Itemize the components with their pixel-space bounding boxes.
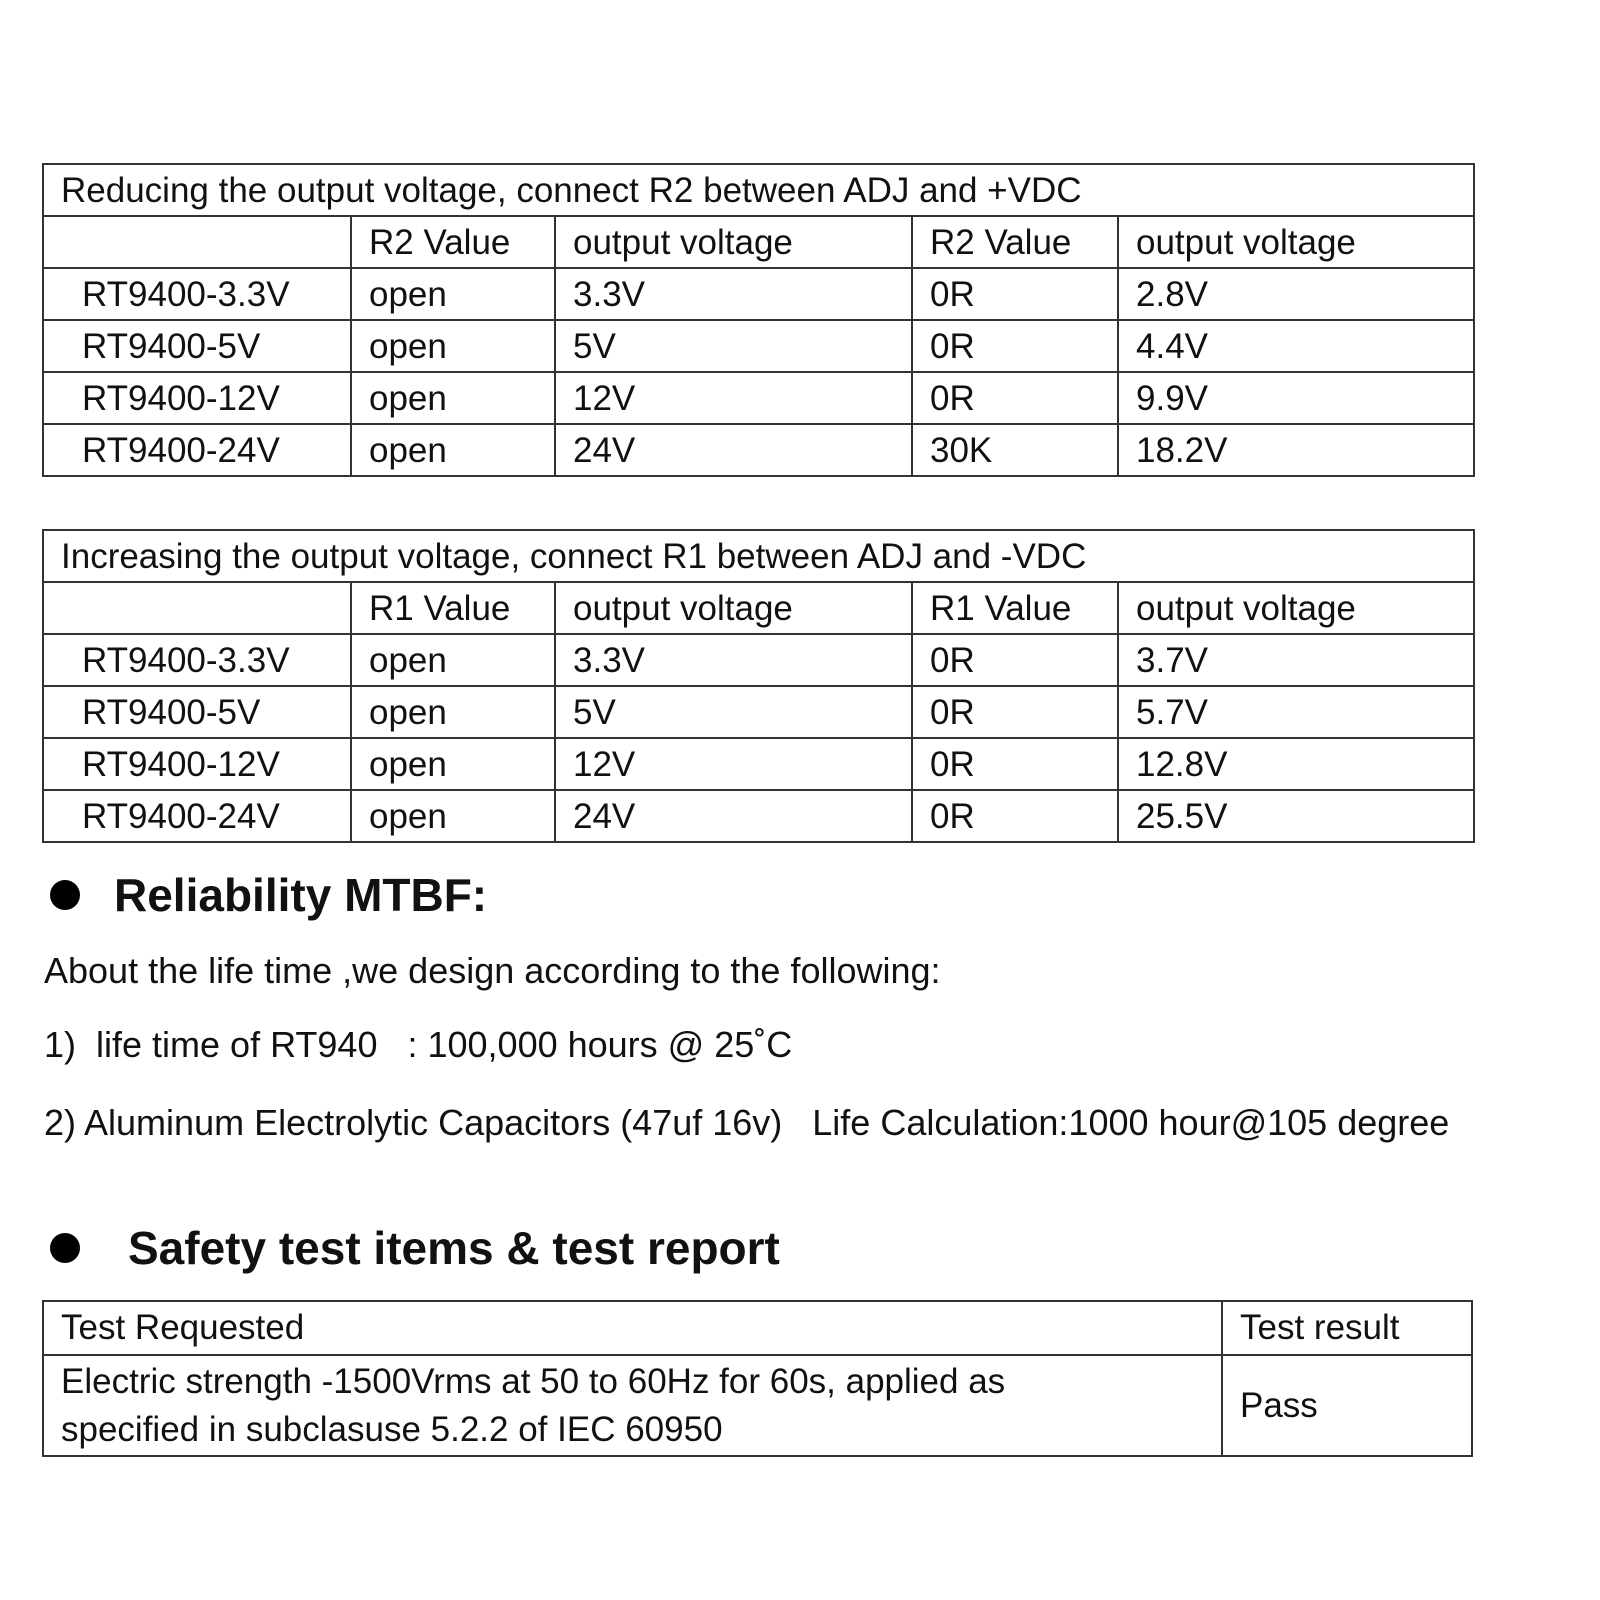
safety-test-table: Test Requested Test result Electric stre…	[42, 1300, 1473, 1457]
test-result: Pass	[1221, 1354, 1473, 1457]
table-header-row: R2 Value output voltage R2 Value output vol…	[42, 215, 1475, 269]
reduce-voltage-table: Reducing the output voltage, connect R2 …	[42, 163, 1475, 477]
table-row: RT9400-12V open 12V 0R 12.8V	[42, 737, 1475, 791]
table-row: RT9400-3.3V open 3.3V 0R 3.7V	[42, 633, 1475, 687]
table-title: Reducing the output voltage, connect R2 …	[42, 163, 1475, 217]
safety-heading: Safety test items & test report	[42, 1221, 780, 1275]
bullet-icon	[50, 1233, 80, 1263]
bullet-icon	[50, 880, 80, 910]
reliability-intro: About the life time ,we design according…	[44, 950, 941, 991]
reliability-item-1: 1) life time of RT940 : 100,000 hours @ …	[44, 1024, 793, 1065]
table-title: Increasing the output voltage, connect R…	[42, 529, 1475, 583]
table-row: RT9400-5V open 5V 0R 5.7V	[42, 685, 1475, 739]
table-row: RT9400-3.3V open 3.3V 0R 2.8V	[42, 267, 1475, 321]
table-row: RT9400-24V open 24V 0R 25.5V	[42, 789, 1475, 843]
reliability-heading: Reliability MTBF:	[42, 868, 487, 922]
table-header-row: Test Requested Test result	[42, 1300, 1473, 1356]
table-header-row: R1 Value output voltage R1 Value output vol…	[42, 581, 1475, 635]
reliability-item-2: 2) Aluminum Electrolytic Capacitors (47u…	[44, 1102, 1450, 1143]
table-row: RT9400-24V open 24V 30K 18.2V	[42, 423, 1475, 477]
increase-voltage-table: Increasing the output voltage, connect R…	[42, 529, 1475, 843]
table-row: Electric strength -1500Vrms at 50 to 60H…	[42, 1354, 1473, 1457]
table-row: RT9400-5V open 5V 0R 4.4V	[42, 319, 1475, 373]
table-row: RT9400-12V open 12V 0R 9.9V	[42, 371, 1475, 425]
